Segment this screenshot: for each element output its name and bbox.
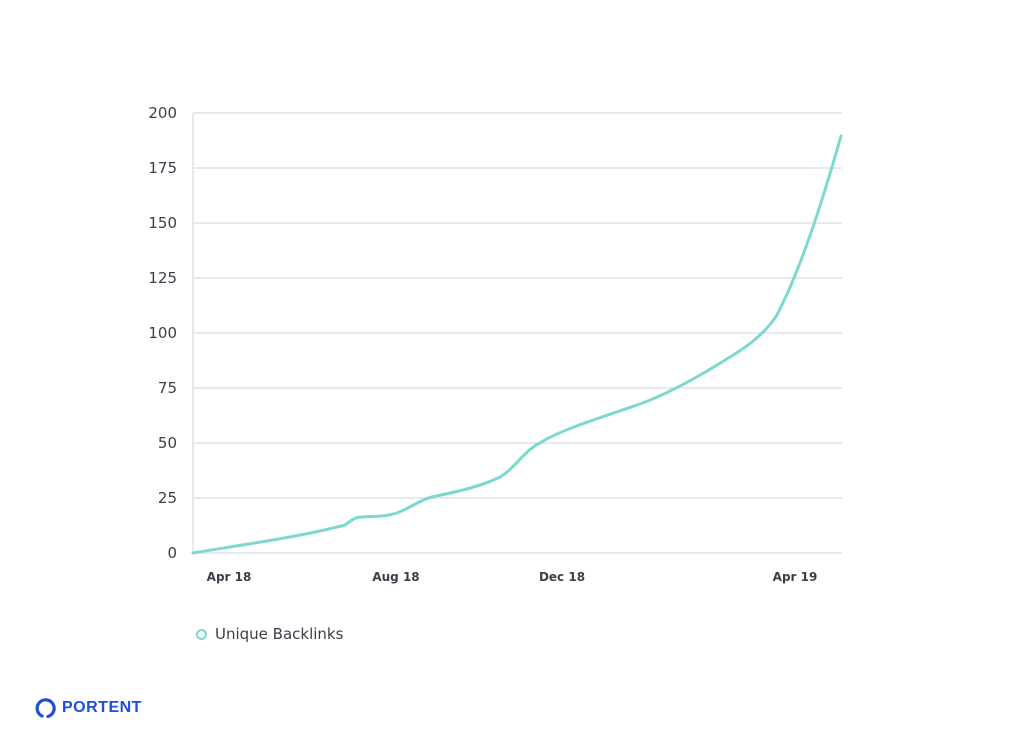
line-chart: 0 25 50 75 100 125 150 175 200 Apr 18 Aug 18 Dec 1… bbox=[148, 104, 843, 584]
y-tick-label: 100 bbox=[148, 324, 177, 342]
x-tick-label: Apr 19 bbox=[773, 570, 818, 584]
y-tick-label: 75 bbox=[158, 379, 177, 397]
y-tick-label: 50 bbox=[158, 434, 177, 452]
unique-backlinks-line bbox=[191, 134, 843, 555]
y-tick-label: 175 bbox=[148, 159, 177, 177]
y-tick-label: 25 bbox=[158, 489, 177, 507]
x-tick-label: Dec 18 bbox=[539, 570, 585, 584]
y-tick-label: 0 bbox=[167, 544, 177, 562]
y-tick-label: 150 bbox=[148, 214, 177, 232]
y-axis-ticks: 0 25 50 75 100 125 150 175 200 bbox=[148, 104, 177, 562]
legend-label: Unique Backlinks bbox=[215, 625, 344, 643]
x-axis-ticks: Apr 18 Aug 18 Dec 18 Apr 19 bbox=[207, 570, 818, 584]
x-tick-label: Apr 18 bbox=[207, 570, 252, 584]
legend: Unique Backlinks bbox=[196, 625, 343, 643]
gridlines bbox=[193, 112, 842, 554]
portent-ring-icon bbox=[35, 698, 56, 719]
legend-circle-icon bbox=[196, 628, 207, 640]
brand-name: PORTENT bbox=[62, 699, 142, 716]
y-tick-label: 200 bbox=[148, 104, 177, 122]
y-tick-label: 125 bbox=[148, 269, 177, 287]
x-tick-label: Aug 18 bbox=[372, 570, 419, 584]
portent-logo: PORTENT bbox=[35, 697, 142, 719]
